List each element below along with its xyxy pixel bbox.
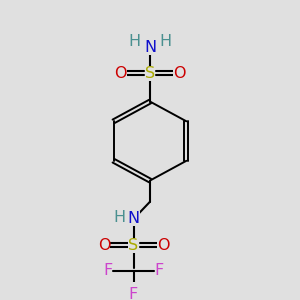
Text: S: S bbox=[128, 238, 139, 253]
Text: F: F bbox=[129, 287, 138, 300]
Text: H: H bbox=[128, 34, 140, 49]
Text: O: O bbox=[173, 66, 186, 81]
Text: O: O bbox=[114, 66, 127, 81]
Text: O: O bbox=[157, 238, 169, 253]
Text: N: N bbox=[128, 211, 140, 226]
Text: F: F bbox=[103, 263, 112, 278]
Text: F: F bbox=[155, 263, 164, 278]
Text: S: S bbox=[145, 66, 155, 81]
Text: N: N bbox=[144, 40, 156, 56]
Text: O: O bbox=[98, 238, 110, 253]
Text: H: H bbox=[113, 210, 125, 225]
Text: H: H bbox=[160, 34, 172, 49]
